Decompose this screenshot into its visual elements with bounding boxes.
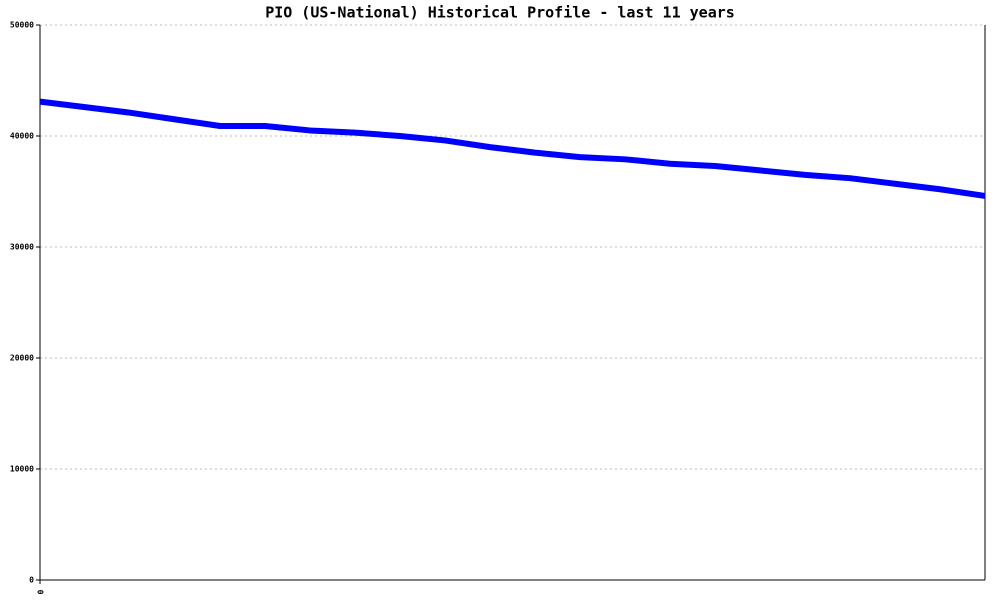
data-line	[39, 98, 986, 199]
y-tick-label: 0	[29, 576, 34, 585]
y-tick-label: 30000	[10, 243, 34, 252]
y-tick-label: 10000	[10, 465, 34, 474]
y-tick-label: 50000	[10, 21, 34, 30]
y-tick-label: 40000	[10, 132, 34, 141]
x-tick-label: 0	[36, 590, 45, 595]
y-tick-label: 20000	[10, 354, 34, 363]
chart-title: PIO (US-National) Historical Profile - l…	[265, 4, 735, 22]
